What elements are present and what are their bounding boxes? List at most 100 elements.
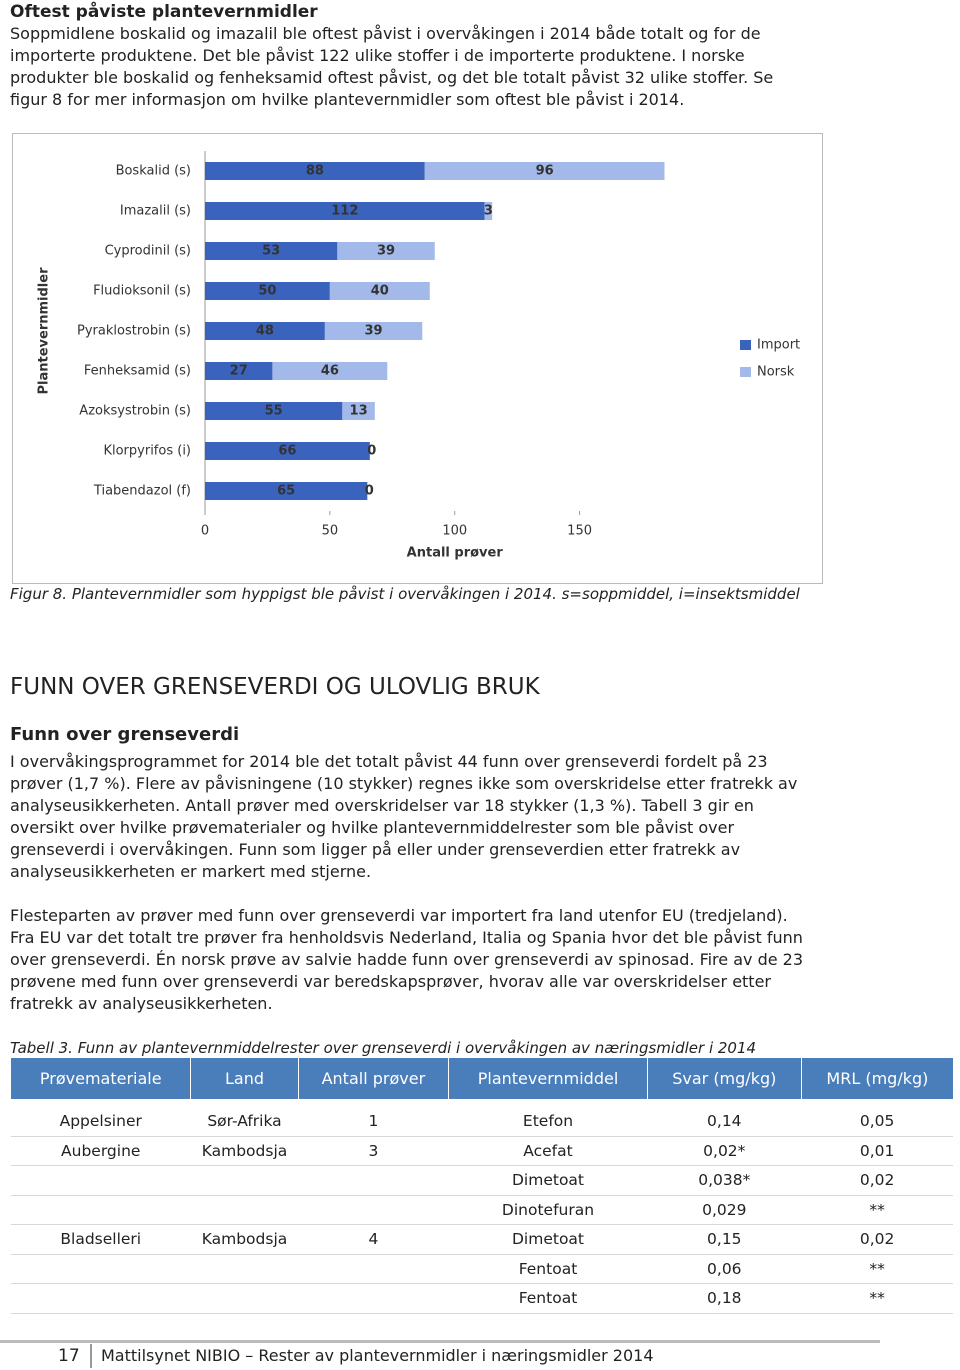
table-cell: Acefat bbox=[448, 1136, 648, 1166]
table-row: Fentoat 0,06 ** bbox=[10, 1254, 953, 1284]
bar-segment bbox=[205, 482, 368, 500]
y-tick-label: Klorpyrifos (i) bbox=[103, 444, 191, 459]
paragraph-line: fratrekk av analyseusikkerheten. bbox=[10, 994, 273, 1013]
data-label: 48 bbox=[256, 324, 274, 339]
y-tick-label: Tiabendazol (f) bbox=[93, 484, 191, 499]
column-header: Prøvemateriale bbox=[9, 1058, 191, 1099]
bar-segment bbox=[205, 202, 485, 220]
intro-line: Soppmidlene boskalid og imazalil ble oft… bbox=[10, 24, 761, 43]
table-row: Appelsiner Sør-Afrika 1 Etefon 0,14 0,05 bbox=[10, 1099, 953, 1137]
data-label: 0 bbox=[365, 484, 374, 499]
x-tick-label: 50 bbox=[322, 524, 339, 539]
y-tick-label: Fludioksonil (s) bbox=[93, 284, 191, 299]
paragraph-line: prøver (1,7 %). Flere av påvisningene (1… bbox=[10, 774, 798, 793]
x-tick-label: 150 bbox=[567, 524, 592, 539]
bar-segment bbox=[205, 322, 325, 340]
table-cell: 0,029 bbox=[647, 1195, 802, 1225]
bar-segment bbox=[424, 162, 665, 180]
table-cell: ** bbox=[801, 1283, 953, 1314]
bar-segment bbox=[342, 402, 375, 420]
table-cell: Sør-Afrika bbox=[190, 1099, 299, 1137]
table-cell: Kambodsja bbox=[190, 1224, 299, 1255]
table-cell: 3 bbox=[298, 1136, 449, 1166]
bar-segment bbox=[205, 282, 330, 300]
column-header: Svar (mg/kg) bbox=[646, 1058, 802, 1099]
column-header: MRL (mg/kg) bbox=[800, 1058, 953, 1099]
intro-line: produkter ble boskalid og fenheksamid of… bbox=[10, 68, 774, 87]
paragraph-line: oversikt over hvilke prøvematerialer og … bbox=[10, 818, 735, 837]
intro-line: importerte produktene. Det ble påvist 12… bbox=[10, 46, 745, 65]
table-row: Aubergine Kambodsja 3 Acefat 0,02* 0,01 bbox=[10, 1136, 953, 1166]
table-cell: Dimetoat bbox=[448, 1165, 648, 1196]
column-header: Antall prøver bbox=[297, 1058, 449, 1099]
bar-segment bbox=[337, 242, 435, 260]
table-cell: ** bbox=[801, 1254, 953, 1284]
table-cell: 0,06 bbox=[647, 1254, 802, 1284]
y-tick-label: Fenheksamid (s) bbox=[84, 364, 191, 379]
paragraph-line: over grenseverdi. Én norsk prøve av salv… bbox=[10, 950, 804, 969]
figure-caption: Figur 8. Plantevernmidler som hyppigst b… bbox=[10, 585, 800, 603]
table-cell bbox=[190, 1283, 299, 1314]
table-cell bbox=[298, 1165, 449, 1196]
intro-line: figur 8 for mer informasjon om hvilke pl… bbox=[10, 90, 685, 109]
data-label: 13 bbox=[350, 404, 368, 419]
page-number: 17 bbox=[58, 1346, 80, 1366]
table-cell: 0,038* bbox=[647, 1165, 802, 1196]
table-cell: Aubergine bbox=[10, 1136, 191, 1166]
data-label: 88 bbox=[306, 164, 324, 179]
table-cell: 0,02 bbox=[801, 1165, 953, 1196]
bar-segment bbox=[484, 202, 493, 220]
x-tick-label: 0 bbox=[201, 524, 209, 539]
table-row: Dinotefuran 0,029 ** bbox=[10, 1195, 953, 1225]
paragraph-line: I overvåkingsprogrammet for 2014 ble det… bbox=[10, 752, 768, 771]
table-cell bbox=[10, 1254, 191, 1284]
x-tick-label: 100 bbox=[442, 524, 467, 539]
table-cell bbox=[298, 1254, 449, 1284]
table-cell: 0,02* bbox=[647, 1136, 802, 1166]
legend-swatch bbox=[740, 340, 751, 350]
table-cell: Bladselleri bbox=[10, 1224, 191, 1255]
data-label: 0 bbox=[367, 444, 376, 459]
bar-segment bbox=[205, 362, 273, 380]
table-caption: Tabell 3. Funn av plantevernmiddelrester… bbox=[10, 1039, 757, 1057]
table: Prøvemateriale Land Antall prøver Plantever… bbox=[9, 1058, 953, 1314]
table-row: Dimetoat 0,038* 0,02 bbox=[10, 1165, 953, 1196]
data-label: 112 bbox=[331, 204, 358, 219]
bar-segment bbox=[272, 362, 388, 380]
data-label: 46 bbox=[321, 364, 339, 379]
table-cell: 0,15 bbox=[647, 1224, 802, 1255]
y-tick-label: Azoksystrobin (s) bbox=[79, 404, 191, 419]
footer-divider bbox=[90, 1344, 92, 1368]
data-label: 96 bbox=[536, 164, 554, 179]
bar-segment bbox=[205, 162, 425, 180]
table-cell: 1 bbox=[298, 1099, 449, 1137]
data-label: 39 bbox=[377, 244, 395, 259]
data-label: 55 bbox=[265, 404, 283, 419]
bar-segment bbox=[205, 402, 343, 420]
y-axis-label: Plantevernmidler bbox=[37, 267, 52, 395]
y-tick-label: Pyraklostrobin (s) bbox=[77, 324, 191, 339]
data-label: 3 bbox=[484, 204, 493, 219]
data-label: 40 bbox=[371, 284, 389, 299]
footer-text: Mattilsynet NIBIO – Rester av plantevern… bbox=[101, 1346, 654, 1365]
bar-segment bbox=[324, 322, 423, 340]
table-cell: 0,14 bbox=[647, 1099, 802, 1137]
legend-label: Import bbox=[757, 338, 800, 353]
paragraph-line: Fra EU var det totalt tre prøver fra hen… bbox=[10, 928, 803, 947]
bar-segment bbox=[329, 282, 430, 300]
legend-swatch bbox=[740, 367, 751, 377]
footer-rule bbox=[0, 1340, 880, 1343]
y-tick-label: Boskalid (s) bbox=[116, 164, 191, 179]
paragraph-line: prøvene med funn over grenseverdi var be… bbox=[10, 972, 771, 991]
paragraph-line: grenseverdi i overvåkingen. Funn som lig… bbox=[10, 840, 741, 859]
data-label: 65 bbox=[277, 484, 295, 499]
data-label: 39 bbox=[365, 324, 383, 339]
table-cell: 0,01 bbox=[801, 1136, 953, 1166]
section-subheading: Funn over grenseverdi bbox=[10, 724, 240, 745]
table-cell: Dinotefuran bbox=[448, 1195, 648, 1225]
table-cell bbox=[10, 1195, 191, 1225]
chart: 0 50 100 150 Antall prøver Plantevernmidler Bo… bbox=[12, 133, 823, 584]
table-cell: 4 bbox=[298, 1224, 449, 1255]
table-cell: Dimetoat bbox=[448, 1224, 648, 1255]
table-cell bbox=[190, 1254, 299, 1284]
